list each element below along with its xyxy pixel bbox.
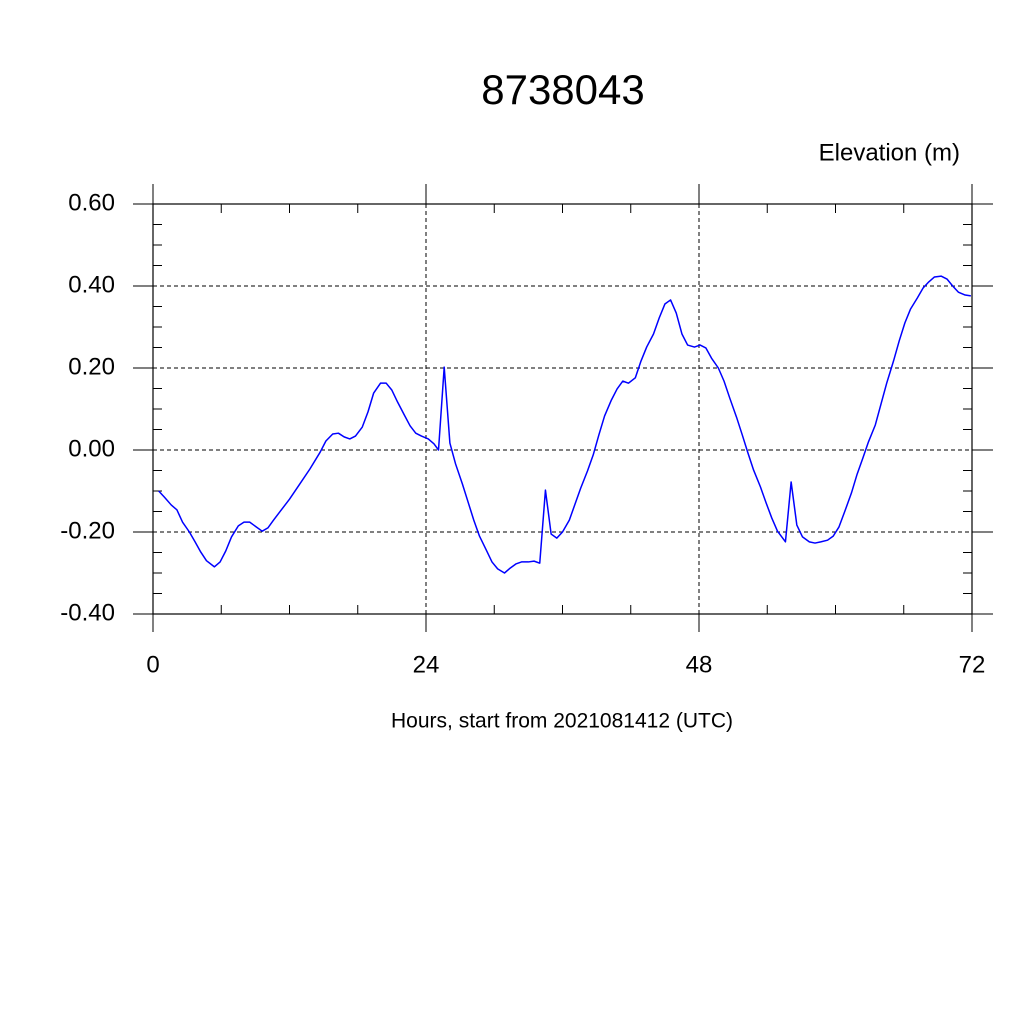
x-tick-label: 48 [686,651,713,678]
y-axis-label: Elevation (m) [819,139,960,166]
y-tick-label: 0.60 [68,189,115,216]
y-tick-label: -0.40 [60,599,115,626]
y-tick-label: -0.20 [60,517,115,544]
x-tick-label: 0 [146,651,159,678]
x-tick-label: 24 [413,651,440,678]
chart-title: 8738043 [481,66,645,113]
x-axis-label: Hours, start from 2021081412 (UTC) [391,710,733,733]
plot-frame [152,203,973,615]
x-tick-label: 72 [959,651,986,678]
data-line [158,275,971,574]
y-tick-label: 0.20 [68,353,115,380]
y-tick-label: 0.40 [68,271,115,298]
y-tick-label: 0.00 [68,435,115,462]
